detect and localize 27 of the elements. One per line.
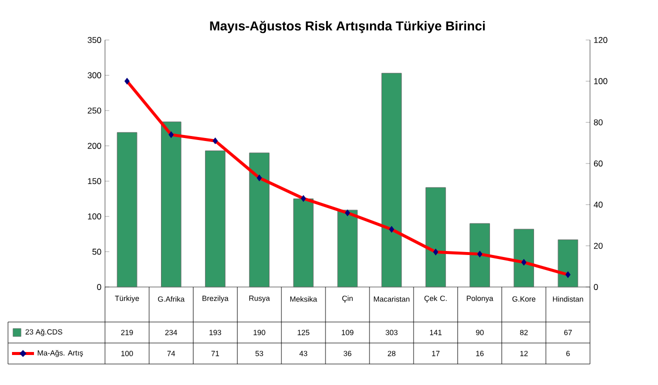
y-tick-label: 0 xyxy=(97,284,102,290)
bar xyxy=(426,187,446,288)
bar xyxy=(470,223,490,288)
y-tick-label: 150 xyxy=(88,178,102,184)
bar xyxy=(381,72,402,288)
y2-tick-label: 120 xyxy=(594,37,608,43)
y2-tick-label: 80 xyxy=(594,119,603,126)
y-tick-label: 50 xyxy=(92,248,102,255)
bar xyxy=(116,132,138,288)
y-tick-label: 200 xyxy=(88,142,102,149)
bar xyxy=(558,239,578,288)
y2-tick-label: 60 xyxy=(594,160,603,166)
y-tick-label: 100 xyxy=(88,213,102,220)
bar xyxy=(160,122,182,288)
y2-tick-label: 40 xyxy=(594,202,603,208)
bar xyxy=(293,198,314,288)
y-tick-label: 250 xyxy=(88,108,102,114)
chart-title: Mayıs-Ağustos Risk Artışında Türkiye Birinci xyxy=(210,20,485,34)
y2-tick-label: 100 xyxy=(594,78,608,84)
y2-tick-label: 0 xyxy=(594,284,598,290)
bar xyxy=(337,210,358,288)
bar xyxy=(205,150,226,288)
y2-tick-label: 20 xyxy=(594,242,603,249)
bar xyxy=(249,152,270,288)
bar xyxy=(514,228,534,288)
y-tick-label: 350 xyxy=(88,37,102,43)
y-tick-label: 300 xyxy=(88,72,102,78)
